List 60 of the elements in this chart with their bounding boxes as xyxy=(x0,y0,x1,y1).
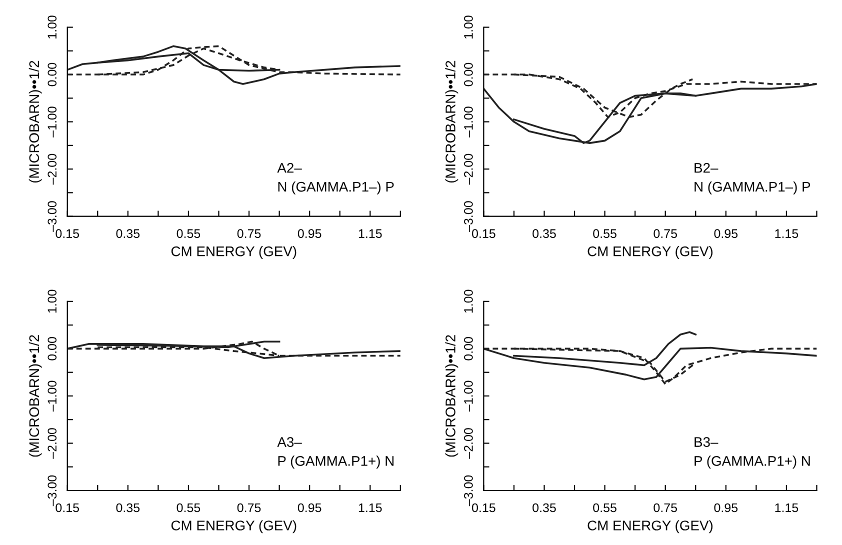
y-tick-label: –1.00 xyxy=(464,380,473,412)
y-tick-label: –2.00 xyxy=(48,154,57,185)
y-tick-label: –2.00 xyxy=(464,154,473,185)
y-tick-label: –1.00 xyxy=(48,380,57,412)
y-tick-label: –1.00 xyxy=(464,106,473,138)
x-tick-label: 0.35 xyxy=(532,503,556,512)
annotation: B2– xyxy=(694,162,718,173)
y-tick-label: 0.00 xyxy=(48,337,57,360)
y-tick-label: 1.00 xyxy=(464,16,473,38)
x-tick-label: 0.15 xyxy=(56,229,79,238)
x-tick-label: 0.15 xyxy=(472,503,496,512)
x-tick-label: 0.15 xyxy=(56,503,79,512)
x-axis-title: CM ENERGY (GEV) xyxy=(588,520,713,534)
annotation: A2– xyxy=(277,162,302,173)
y-tick-label: –2.00 xyxy=(48,428,57,459)
x-tick-label: 0.35 xyxy=(116,229,140,238)
x-axis-title: CM ENERGY (GEV) xyxy=(171,520,296,534)
y-tick-label: –3.00 xyxy=(48,201,57,232)
x-tick-label: 0.35 xyxy=(532,229,556,238)
x-tick-label: 1.15 xyxy=(775,503,798,512)
x-tick-label: 0.95 xyxy=(714,503,738,512)
y-tick-label: 1.00 xyxy=(464,290,473,313)
x-tick-label: 0.55 xyxy=(176,503,200,512)
x-tick-label: 0.55 xyxy=(176,229,200,238)
x-axis-title: CM ENERGY (GEV) xyxy=(588,246,713,259)
y-tick-label: 1.00 xyxy=(48,290,57,313)
y-tick-label: 0.00 xyxy=(464,62,473,86)
annotation: A3– xyxy=(277,437,302,447)
y-tick-label: 0.00 xyxy=(464,337,473,360)
y-tick-label: –1.00 xyxy=(48,106,57,138)
y-axis-title: (MICROBARN)••1/2 xyxy=(445,335,458,457)
y-tick-label: –3.00 xyxy=(464,201,473,232)
x-tick-label: 0.75 xyxy=(237,229,261,238)
x-tick-label: 1.15 xyxy=(358,229,382,238)
x-axis-title: CM ENERGY (GEV) xyxy=(171,246,296,259)
y-axis-title: (MICROBARN)••1/2 xyxy=(28,335,42,457)
annotation: N (GAMMA.P1–) P xyxy=(694,181,810,194)
y-tick-label: 1.00 xyxy=(48,16,57,38)
annotation: P (GAMMA.P1+) N xyxy=(694,456,810,469)
x-tick-label: 0.35 xyxy=(116,503,140,512)
x-tick-label: 0.15 xyxy=(472,229,496,238)
x-tick-label: 0.95 xyxy=(298,229,322,238)
annotation: P (GAMMA.P1+) N xyxy=(278,456,394,469)
x-tick-label: 0.55 xyxy=(593,229,616,238)
x-tick-label: 0.75 xyxy=(654,503,677,512)
y-axis-title: (MICROBARN)••1/2 xyxy=(28,60,42,183)
x-tick-label: 0.95 xyxy=(298,503,322,512)
x-tick-label: 0.75 xyxy=(654,229,677,238)
x-tick-label: 0.95 xyxy=(714,229,738,238)
y-tick-label: –2.00 xyxy=(464,428,473,459)
y-tick-label: 0.00 xyxy=(48,62,57,86)
annotation: N (GAMMA.P1–) P xyxy=(278,181,394,194)
x-tick-label: 1.15 xyxy=(358,503,382,512)
y-tick-label: –3.00 xyxy=(464,475,473,506)
y-axis-title: (MICROBARN)••1/2 xyxy=(445,60,458,183)
x-tick-label: 0.75 xyxy=(237,503,261,512)
annotation: B3– xyxy=(694,437,718,447)
x-tick-label: 1.15 xyxy=(775,229,798,238)
x-tick-label: 0.55 xyxy=(593,503,616,512)
y-tick-label: –3.00 xyxy=(48,475,57,506)
